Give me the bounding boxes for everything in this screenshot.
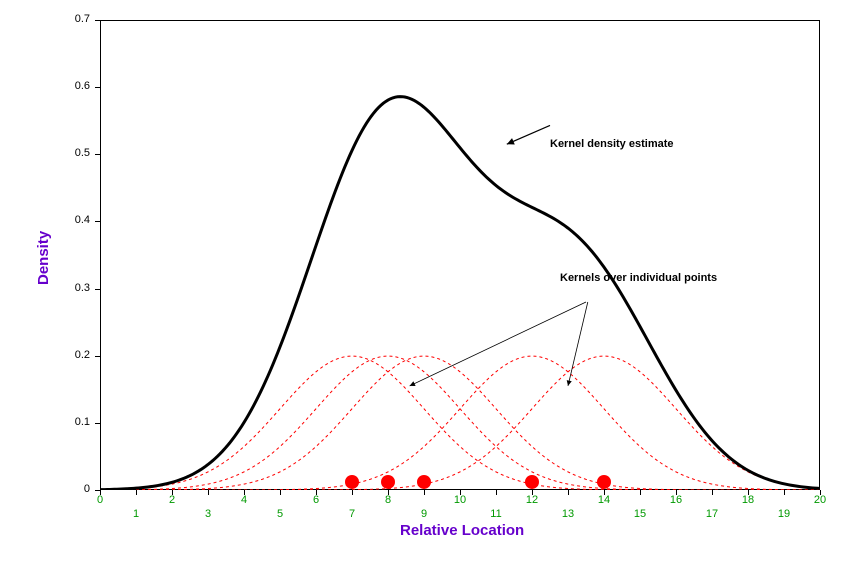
annotation-label: Kernel density estimate xyxy=(550,138,674,150)
data-point-marker xyxy=(345,475,359,489)
kernel-curve xyxy=(100,356,820,490)
annotation-arrow-head xyxy=(567,380,572,386)
data-point-marker xyxy=(417,475,431,489)
data-point-marker xyxy=(525,475,539,489)
chart-svg xyxy=(0,0,867,561)
kernel-curve xyxy=(100,356,820,490)
kernel-curve xyxy=(100,356,820,490)
annotation-arrow xyxy=(568,302,588,386)
kde-chart: Density Relative Location 00.10.20.30.40… xyxy=(0,0,867,561)
kernel-curve xyxy=(100,356,820,490)
annotation-label: Kernels over individual points xyxy=(560,272,717,284)
kernel-curve xyxy=(100,356,820,490)
kde-curve xyxy=(100,97,820,490)
data-point-marker xyxy=(597,475,611,489)
data-point-marker xyxy=(381,475,395,489)
annotation-arrow xyxy=(410,302,586,386)
